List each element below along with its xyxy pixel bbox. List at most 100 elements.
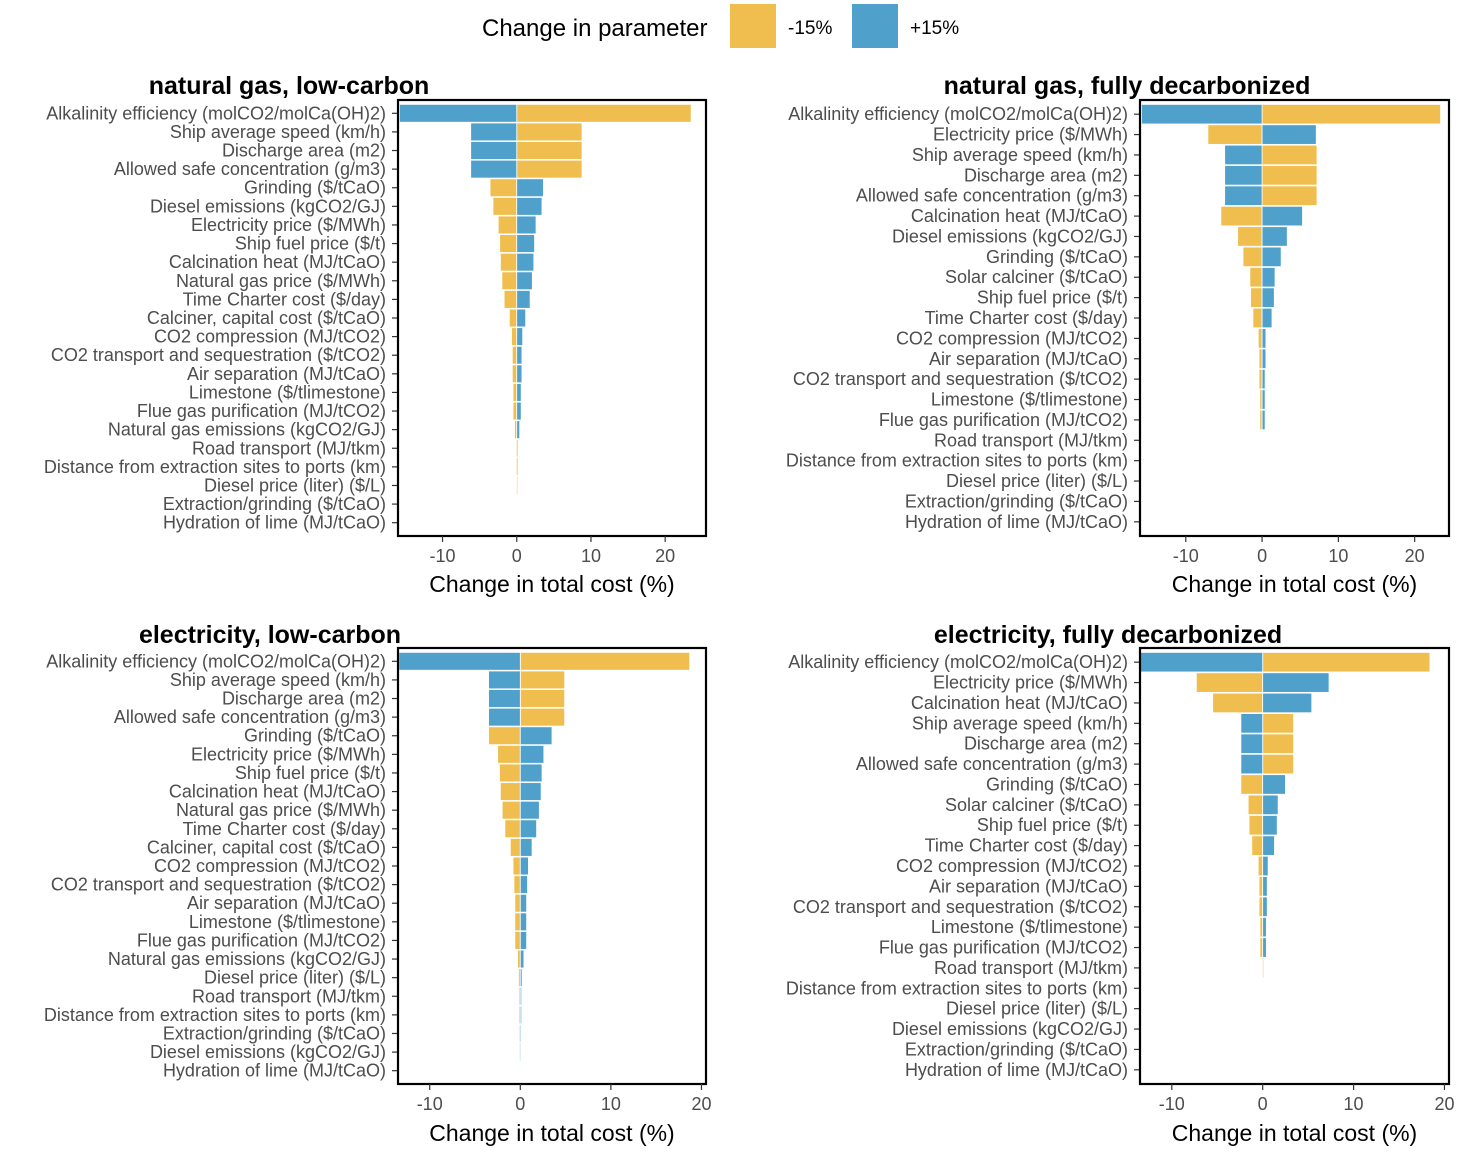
category-label: Discharge area (m2) — [964, 165, 1128, 185]
bar-minus15 — [1237, 226, 1263, 247]
bar-plus15 — [516, 457, 519, 477]
bar-plus15 — [519, 875, 528, 894]
bar-plus15 — [488, 670, 521, 690]
bar-plus15 — [1262, 815, 1278, 836]
category-label: Air separation (MJ/tCaO) — [929, 876, 1128, 896]
bar-plus15 — [488, 707, 521, 727]
category-label: Road transport (MJ/tkm) — [934, 958, 1128, 978]
bar-plus15 — [1261, 226, 1288, 247]
bar-plus15 — [519, 968, 523, 987]
bar-minus15 — [1247, 794, 1264, 816]
bar-plus15 — [1224, 185, 1263, 206]
category-label: Ship fuel price ($/t) — [977, 288, 1128, 308]
bar-minus15 — [488, 726, 521, 746]
bar-plus15 — [1262, 896, 1268, 917]
bar-plus15 — [516, 383, 522, 402]
bar-minus15 — [516, 103, 692, 123]
bar-plus15 — [1262, 1018, 1264, 1040]
bar-minus15 — [519, 689, 566, 708]
bar-plus15 — [519, 893, 528, 913]
category-label: Hydration of lime (MJ/tCaO) — [163, 1061, 386, 1081]
category-label: Hydration of lime (MJ/tCaO) — [905, 512, 1128, 532]
category-label: CO2 compression (MJ/tCO2) — [896, 856, 1128, 876]
bar-plus15 — [516, 234, 535, 253]
bar-plus15 — [519, 726, 553, 746]
category-label: Allowed safe concentration (g/m3) — [856, 186, 1128, 206]
category-label: CO2 transport and sequestration ($/tCO2) — [51, 875, 386, 895]
category-label: CO2 transport and sequestration ($/tCO2) — [51, 345, 386, 365]
category-label: Ship fuel price ($/t) — [235, 763, 386, 783]
category-label: Natural gas emissions (kgCO2/GJ) — [108, 949, 386, 969]
bar-plus15 — [516, 420, 521, 439]
category-label: Distance from extraction sites to ports … — [44, 457, 386, 477]
category-label: Ship fuel price ($/t) — [977, 815, 1128, 835]
bar-minus15 — [1262, 652, 1431, 673]
category-label: Diesel emissions (kgCO2/GJ) — [150, 1042, 386, 1062]
bar-plus15 — [470, 141, 518, 160]
legend-label-plus: +15% — [910, 18, 959, 39]
bar-plus15 — [470, 122, 518, 142]
category-label: Allowed safe concentration (g/m3) — [856, 754, 1128, 774]
bar-plus15 — [1261, 368, 1266, 390]
bar-minus15 — [499, 782, 521, 801]
bar-plus15 — [1262, 692, 1313, 714]
bar-plus15 — [1262, 957, 1264, 979]
bar-plus15 — [516, 513, 518, 533]
bar-plus15 — [516, 364, 523, 384]
bar-minus15 — [1259, 916, 1264, 938]
bar-plus15 — [1261, 511, 1264, 532]
bar-minus15 — [1258, 876, 1264, 897]
bar-plus15 — [519, 800, 540, 820]
x-axis-title: Change in total cost (%) — [429, 571, 674, 597]
x-axis-title: Change in total cost (%) — [1172, 571, 1417, 597]
bar-minus15 — [1259, 937, 1264, 958]
x-tick-label: -10 — [1173, 546, 1199, 566]
category-label: Diesel emissions (kgCO2/GJ) — [150, 196, 386, 216]
category-label: Alkalinity efficiency (molCO2/molCa(OH)2… — [46, 103, 386, 123]
bar-minus15 — [501, 800, 521, 820]
bar-minus15 — [1261, 165, 1318, 186]
category-label: Discharge area (m2) — [222, 689, 386, 709]
category-label: Road transport (MJ/tkm) — [192, 438, 386, 458]
category-label: Discharge area (m2) — [964, 734, 1128, 754]
bar-minus15 — [511, 364, 518, 384]
category-label: Electricity price ($/MWh) — [191, 215, 386, 235]
x-tick-label: 0 — [1258, 1094, 1268, 1114]
bar-plus15 — [516, 345, 523, 365]
bar-minus15 — [512, 401, 518, 421]
bar-plus15 — [1261, 246, 1282, 268]
category-label: Air separation (MJ/tCaO) — [929, 349, 1128, 369]
category-label: Calcination heat (MJ/tCaO) — [911, 206, 1128, 226]
category-label: CO2 compression (MJ/tCO2) — [154, 327, 386, 347]
panel-frame — [1138, 646, 1451, 1086]
x-tick-label: 0 — [515, 1094, 525, 1114]
bar-plus15 — [1261, 491, 1264, 512]
bar-plus15 — [519, 1061, 522, 1081]
category-label: Limestone ($/tlimestone) — [931, 390, 1128, 410]
panel-title: electricity, low-carbon — [139, 621, 401, 649]
panel-1: natural gas, fully decarbonized Alkalinit… — [786, 72, 1451, 597]
bar-minus15 — [1252, 307, 1263, 329]
bar-plus15 — [516, 271, 533, 291]
x-tick-label: 10 — [1344, 1094, 1364, 1114]
x-tick-label: 10 — [581, 546, 601, 566]
bar-minus15 — [1251, 835, 1264, 856]
legend-swatch-minus — [730, 4, 776, 48]
bar-plus15 — [516, 178, 544, 198]
bar-plus15 — [1261, 409, 1266, 431]
bar-plus15 — [488, 689, 521, 708]
category-label: Solar calciner ($/tCaO) — [945, 267, 1128, 287]
x-tick-label: 20 — [1405, 546, 1425, 566]
bar-plus15 — [519, 782, 542, 801]
bar-minus15 — [1207, 124, 1263, 145]
bar-plus15 — [398, 651, 521, 671]
bar-plus15 — [1240, 713, 1264, 734]
bar-minus15 — [497, 745, 521, 764]
category-label: Extraction/grinding ($/tCaO) — [163, 494, 386, 514]
category-label: Grinding ($/tCaO) — [244, 178, 386, 198]
bar-plus15 — [519, 931, 528, 950]
bar-plus15 — [1261, 470, 1264, 492]
bar-minus15 — [519, 707, 566, 727]
category-label: Ship average speed (km/h) — [170, 122, 386, 142]
category-label: Natural gas emissions (kgCO2/GJ) — [108, 420, 386, 440]
